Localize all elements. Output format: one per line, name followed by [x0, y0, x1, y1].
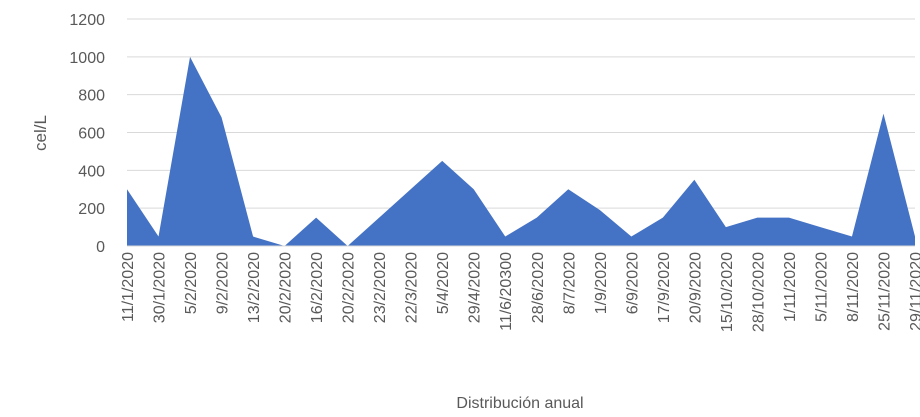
x-tick-label: 11/1/2020	[120, 252, 137, 322]
y-tick-label: 1200	[69, 12, 105, 29]
x-tick-label: 29/11/2020	[908, 252, 920, 331]
x-tick-label: 28/10/2020	[750, 252, 767, 332]
x-tick-label: 28/6/2020	[530, 252, 547, 323]
y-axis-title: cel/L	[31, 115, 50, 151]
x-tick-label: 25/11/2020	[876, 252, 893, 331]
area	[127, 56, 915, 247]
x-tick-label: 11/6/20300	[498, 252, 515, 331]
y-tick-label: 800	[78, 88, 105, 105]
x-tick-label: 23/2/2020	[372, 252, 389, 323]
x-tick-label: 20/9/2020	[687, 252, 704, 323]
x-tick-label: 1/9/2020	[593, 252, 610, 314]
x-tick-label: 8/11/2020	[845, 252, 862, 322]
x-tick-label: 13/2/2020	[246, 252, 263, 323]
x-tick-label: 16/2/2020	[309, 252, 326, 323]
y-tick-label: 1000	[69, 50, 105, 67]
y-tick-label: 200	[78, 201, 105, 218]
x-tick-label: 5/2/2020	[183, 252, 200, 314]
y-tick-label: 0	[96, 239, 105, 256]
y-tick-label: 600	[78, 126, 105, 143]
x-tick-label: 8/7/2020	[561, 252, 578, 314]
x-tick-label: 20/2/2020	[341, 252, 358, 323]
x-axis-title: Distribución anual	[456, 395, 583, 412]
x-tick-label: 5/11/2020	[813, 252, 830, 322]
x-tick-label: 17/9/2020	[656, 252, 673, 323]
x-tick-label: 15/10/2020	[719, 252, 736, 332]
x-tick-label: 29/4/2020	[467, 252, 484, 323]
x-tick-label: 9/2/2020	[215, 252, 232, 314]
x-tick-label: 6/9/2020	[624, 252, 641, 314]
x-tick-label: 22/3/2020	[404, 252, 421, 323]
x-tick-label: 5/4/2020	[435, 252, 452, 314]
x-tick-label: 30/1/2020	[152, 252, 169, 323]
x-tick-label: 20/2/2020	[278, 252, 295, 323]
x-tick-label: 1/11/2020	[782, 252, 799, 322]
y-tick-label: 400	[78, 163, 105, 180]
